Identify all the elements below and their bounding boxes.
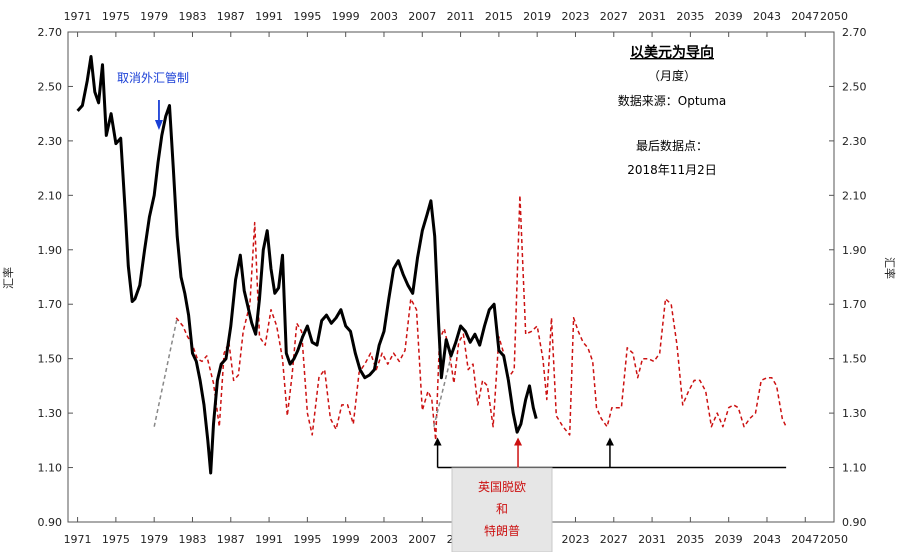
y-tick-label-left: 0.90 xyxy=(38,516,63,529)
y-tick-label-left: 2.70 xyxy=(38,26,63,39)
y-tick-label-right: 2.70 xyxy=(842,26,867,39)
x-tick-label-top: 2011 xyxy=(447,10,475,23)
y-tick-label-right: 1.30 xyxy=(842,407,867,420)
y-tick-label-left: 2.50 xyxy=(38,80,63,93)
series-line-gbpusd xyxy=(76,55,538,475)
y-tick-label-right: 2.30 xyxy=(842,135,867,148)
y-tick-label-right: 1.50 xyxy=(842,353,867,366)
y-tick-label-left: 2.10 xyxy=(38,189,63,202)
x-tick-label-top: 1983 xyxy=(178,10,206,23)
x-tick-label-top: 2039 xyxy=(715,10,743,23)
y-axis-label-right: 汇率 xyxy=(883,257,897,279)
x-ticks-top: 1971 1975 1979 1983 1987 1991 1995 1999 2003 2007… xyxy=(64,10,848,37)
x-tick-label-bottom: 1971 xyxy=(64,533,92,546)
x-tick-label-bottom: 2050 xyxy=(820,533,848,546)
last-point-label: 最后数据点： xyxy=(636,138,708,153)
x-tick-label-bottom: 1991 xyxy=(255,533,283,546)
x-tick-label-bottom: 2043 xyxy=(753,533,781,546)
y-tick-label-right: 1.70 xyxy=(842,298,867,311)
y-tick-label-right: 0.90 xyxy=(842,516,867,529)
x-tick-label-top: 1995 xyxy=(293,10,321,23)
y-tick-label-left: 1.90 xyxy=(38,244,63,257)
x-tick-label-top: 1999 xyxy=(332,10,360,23)
x-tick-label-top: 1979 xyxy=(140,10,168,23)
last-point-date: 2018年11月2日 xyxy=(627,163,716,177)
x-tick-label-bottom: 2039 xyxy=(715,533,743,546)
plot-frame xyxy=(67,31,835,523)
event-arrow-head xyxy=(514,437,523,446)
event-arrow-head xyxy=(605,437,614,446)
x-tick-label-top: 1975 xyxy=(102,10,130,23)
x-tick-label-top: 2031 xyxy=(638,10,666,23)
x-tick-label-bottom: 2007 xyxy=(408,533,436,546)
data-source: 数据来源：Optuma xyxy=(618,93,726,108)
y-tick-label-left: 1.10 xyxy=(38,462,63,475)
x-tick-label-top: 1987 xyxy=(217,10,245,23)
x-tick-label-top: 2019 xyxy=(523,10,551,23)
y-tick-label-left: 2.30 xyxy=(38,135,63,148)
x-tick-label-top: 2050 xyxy=(820,10,848,23)
series-lines xyxy=(76,55,787,475)
event-box xyxy=(451,467,553,552)
series-line-projection xyxy=(175,194,787,442)
y-tick-label-left: 1.70 xyxy=(38,298,63,311)
x-tick-label-bottom: 2031 xyxy=(638,533,666,546)
x-tick-label-bottom: 2023 xyxy=(561,533,589,546)
x-tick-label-bottom: 1999 xyxy=(332,533,360,546)
y-ticks-left: 0.90 1.10 1.30 1.50 1.70 1.90 2.10 2.30 2.50 2.70 xyxy=(38,26,73,529)
y-tick-label-right: 1.10 xyxy=(842,462,867,475)
chart-subtitle: （月度） xyxy=(648,68,696,83)
x-tick-label-bottom: 1983 xyxy=(178,533,206,546)
x-tick-label-top: 2015 xyxy=(485,10,513,23)
y-tick-label-right: 2.50 xyxy=(842,80,867,93)
y-tick-label-left: 1.50 xyxy=(38,353,63,366)
series-line-grey-1 xyxy=(153,317,178,427)
x-tick-label-bottom: 1979 xyxy=(140,533,168,546)
x-tick-label-bottom: 2035 xyxy=(676,533,704,546)
y-tick-label-right: 2.10 xyxy=(842,189,867,202)
x-tick-label-bottom: 2047 xyxy=(791,533,819,546)
x-tick-label-bottom: 1995 xyxy=(293,533,321,546)
x-tick-label-top: 1971 xyxy=(64,10,92,23)
x-tick-label-top: 2027 xyxy=(600,10,628,23)
event-arrow-head xyxy=(433,437,442,446)
y-axis-label-left: 汇率 xyxy=(1,267,15,289)
x-tick-label-top: 2035 xyxy=(676,10,704,23)
capital-controls-label: 取消外汇管制 xyxy=(117,70,189,85)
y-tick-label-left: 1.30 xyxy=(38,407,63,420)
x-tick-label-bottom: 1975 xyxy=(102,533,130,546)
event-box-line-3: 特朗普 xyxy=(484,523,520,538)
x-tick-label-bottom: 2003 xyxy=(370,533,398,546)
x-tick-label-top: 2023 xyxy=(561,10,589,23)
blue-arrow-head xyxy=(154,120,163,130)
y-tick-label-right: 1.90 xyxy=(842,244,867,257)
y-ticks-right: 0.90 1.10 1.30 1.50 1.70 1.90 2.10 2.30 2.50 2.70 xyxy=(829,26,867,529)
chart-title: 以美元为导向 xyxy=(630,44,714,61)
x-tick-label-bottom: 1987 xyxy=(217,533,245,546)
x-tick-label-top: 2047 xyxy=(791,10,819,23)
x-tick-label-top: 1991 xyxy=(255,10,283,23)
series-line-grey-2 xyxy=(433,344,455,427)
event-box-line-2: 和 xyxy=(496,502,508,516)
x-tick-label-top: 2003 xyxy=(370,10,398,23)
capital-controls-arrow xyxy=(154,100,163,130)
x-tick-label-top: 2043 xyxy=(753,10,781,23)
x-tick-label-bottom: 2027 xyxy=(600,533,628,546)
event-box-line-1: 英国脱欧 xyxy=(478,479,526,494)
x-tick-label-top: 2007 xyxy=(408,10,436,23)
